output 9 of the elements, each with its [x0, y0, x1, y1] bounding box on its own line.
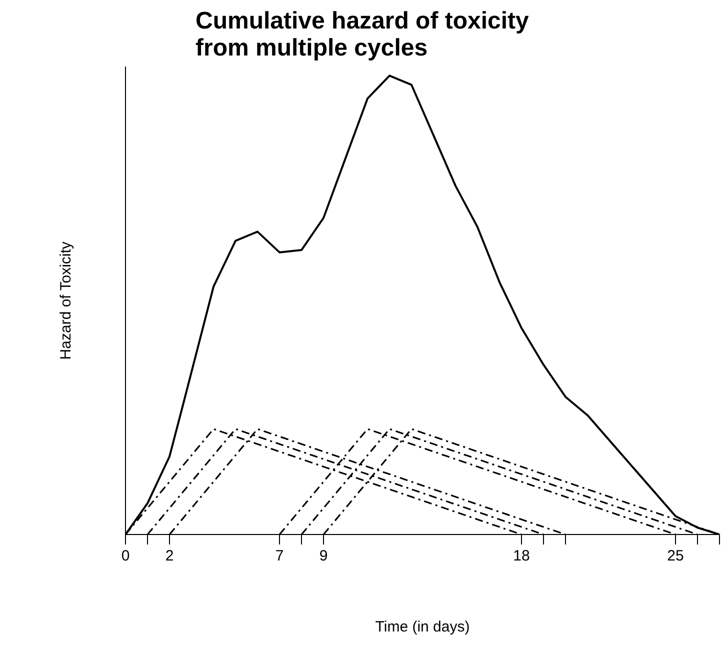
x-tick-label: 25	[667, 548, 684, 564]
x-tick-label: 2	[165, 548, 174, 564]
y-axis-title: Hazard of Toxicity	[58, 241, 74, 360]
chart-title: Cumulative hazard of toxicity from multiple cycles	[196, 8, 530, 62]
x-tick-label: 9	[319, 548, 328, 564]
x-tick-label: 7	[275, 548, 284, 564]
x-axis-title: Time (in days)	[375, 618, 470, 636]
x-tick-label: 18	[513, 548, 530, 564]
x-tick-label: 0	[121, 548, 130, 564]
